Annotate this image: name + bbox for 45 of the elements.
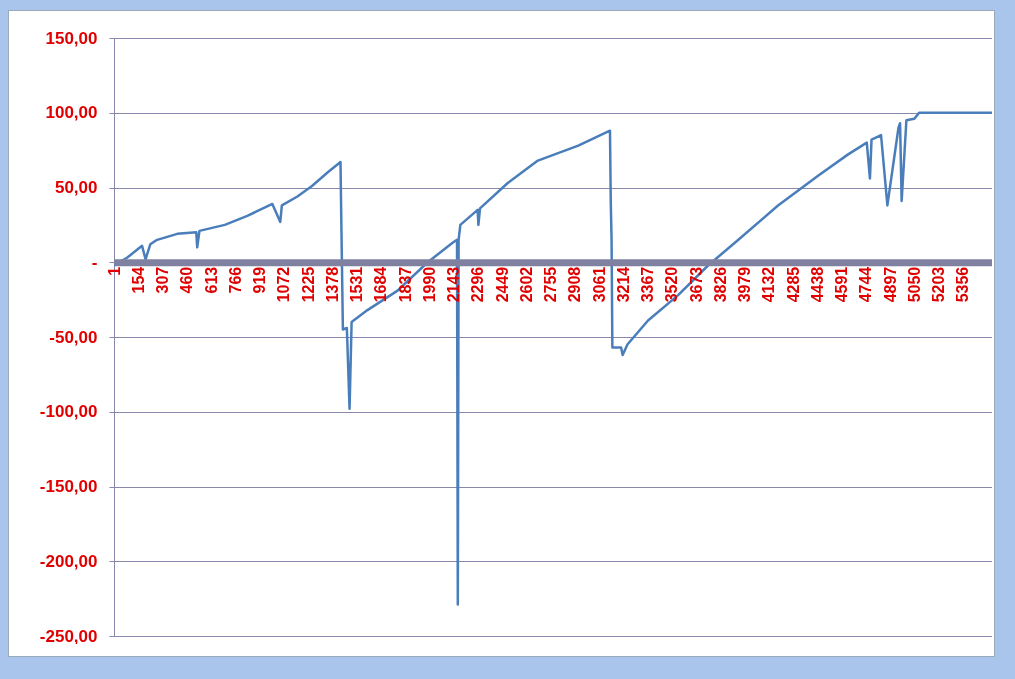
x-tick-label: 3673 (687, 266, 705, 303)
x-tick-label: 3367 (639, 266, 657, 303)
x-tick-label: 766 (226, 266, 244, 294)
x-tick-label: 1378 (323, 266, 341, 303)
x-tick-label: 1225 (299, 266, 317, 303)
x-tick-label: 919 (251, 266, 269, 294)
x-tick-label: 2143 (445, 266, 463, 303)
x-tick-label: 1837 (396, 266, 414, 303)
x-tick-label: 4897 (881, 266, 899, 303)
x-tick-label: 1072 (275, 266, 293, 303)
x-tick-label: 4132 (760, 266, 778, 303)
y-tick-label: -250,00 (39, 626, 98, 646)
x-tick-label: 2449 (493, 266, 511, 303)
x-tick-label: 3979 (736, 266, 754, 303)
x-tick-label: 3214 (614, 266, 632, 303)
y-tick-label: 100,00 (45, 103, 98, 123)
x-tick-label: 4591 (833, 266, 851, 303)
x-tick-label: 613 (202, 266, 220, 294)
x-tick-label: 1684 (372, 266, 390, 303)
x-tick-label: 5203 (930, 266, 948, 303)
y-tick-label: - (91, 252, 98, 272)
x-tick-label: 1531 (348, 266, 366, 303)
y-tick-label: -100,00 (39, 402, 98, 422)
y-tick-label: -200,00 (39, 551, 98, 571)
x-tick-label: 4285 (784, 266, 802, 303)
x-tick-label: 154 (129, 266, 147, 294)
x-tick-label: 4744 (857, 266, 875, 303)
x-tick-label: 1 (105, 266, 123, 276)
y-tick-label: 150,00 (45, 28, 98, 48)
x-tick-label: 460 (178, 266, 196, 294)
x-tick-label: 5050 (905, 266, 923, 303)
x-tick-label: 2755 (542, 266, 560, 303)
x-tick-label: 2296 (469, 266, 487, 303)
x-tick-label: 2602 (517, 266, 535, 303)
x-tick-label: 2908 (566, 266, 584, 303)
x-tick-label: 1990 (420, 266, 438, 303)
x-tick-label: 5356 (954, 266, 972, 303)
x-tick-label: 307 (154, 266, 171, 294)
y-tick-label: 50,00 (54, 178, 98, 197)
x-tick-label: 3826 (711, 266, 729, 303)
y-tick-label: -150,00 (39, 477, 98, 496)
x-tick-label: 4438 (808, 266, 826, 303)
x-tick-label: 3520 (663, 266, 681, 303)
y-tick-label: -50,00 (49, 327, 98, 347)
x-tick-label: 3061 (590, 266, 608, 303)
